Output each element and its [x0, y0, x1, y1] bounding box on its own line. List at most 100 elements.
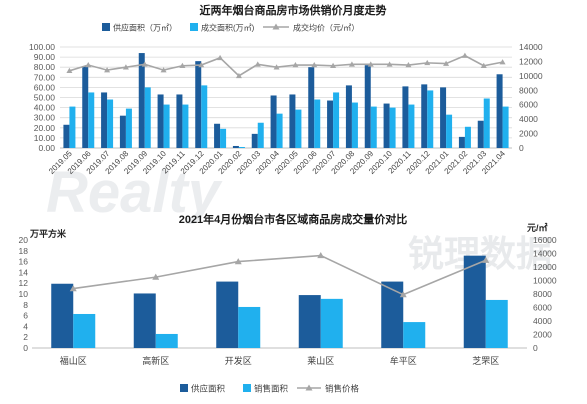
supply-bar — [458, 136, 465, 148]
price-marker — [482, 256, 490, 263]
y-left-tick-label: 70.00 — [34, 72, 56, 82]
price-marker — [273, 64, 280, 70]
price-marker — [66, 67, 73, 74]
transaction-bar — [333, 92, 340, 148]
y-left-tick-label: 50.00 — [34, 93, 56, 103]
transaction-bar — [238, 146, 245, 148]
price-marker — [292, 62, 299, 68]
price-marker — [217, 54, 224, 61]
price-marker — [461, 52, 468, 58]
legend-price-marker — [305, 384, 313, 391]
supply-bar — [477, 120, 484, 148]
price-line — [73, 254, 487, 296]
y-right-tick-label: 0 — [519, 143, 524, 153]
supply-bar — [133, 293, 156, 348]
transaction-bar — [295, 109, 302, 148]
sales-bar — [155, 333, 178, 348]
chart2-plot: 0246810121416182002000400060008000100001… — [19, 235, 557, 366]
y-right-tick-label: 14000 — [519, 42, 543, 52]
transaction-bar — [389, 107, 396, 148]
y-left-tick-label: 20 — [19, 235, 29, 245]
supply-bar — [298, 295, 321, 348]
y-right-tick-label: 10000 — [533, 276, 557, 286]
y-right-tick-label: 16000 — [533, 235, 557, 245]
y-right-tick-label: 8000 — [533, 289, 552, 299]
transaction-bar — [370, 106, 377, 148]
sales-bar — [403, 322, 426, 348]
transaction-bar — [408, 104, 415, 148]
supply-bar — [496, 74, 503, 148]
y-right-tick-label: 8000 — [519, 85, 538, 95]
y-left-tick-label: 8 — [23, 300, 28, 310]
legend-supply-label: 供应面积 — [191, 384, 226, 394]
supply-bar — [270, 95, 277, 148]
supply-bar — [195, 61, 202, 148]
supply-bar — [289, 94, 296, 148]
sales-bar — [485, 299, 508, 348]
transaction-bar — [276, 113, 283, 148]
legend-price-marker — [272, 23, 280, 30]
chart-monthly-trend: 近两年烟台商品房市场供销价月度走势 供应面积（万㎡） 成交面积(万㎡) 成交均价… — [29, 3, 543, 176]
transaction-bar — [201, 85, 208, 148]
price-marker — [443, 60, 450, 66]
legend-supply-swatch — [180, 384, 188, 392]
price-marker — [104, 67, 111, 73]
x-tick-label: 牟平区 — [390, 355, 417, 366]
price-marker — [85, 62, 92, 68]
supply-bar — [232, 145, 239, 148]
supply-bar — [364, 65, 371, 148]
chart1-legend: 供应面积（万㎡） 成交面积(万㎡) 成交均价（元/㎡） — [102, 23, 359, 33]
supply-bar — [402, 86, 409, 148]
chart2-left-axis-title: 万平方米 — [29, 228, 67, 239]
y-left-tick-label: 100.00 — [29, 42, 55, 52]
price-marker — [424, 59, 431, 66]
price-marker — [386, 61, 393, 67]
y-left-tick-label: 10.00 — [34, 133, 56, 143]
price-marker — [69, 285, 77, 292]
price-marker — [399, 291, 407, 298]
supply-bar — [119, 115, 126, 148]
supply-bar — [176, 94, 183, 148]
x-tick-label: 莱山区 — [307, 355, 334, 366]
transaction-bar — [69, 106, 76, 148]
supply-bar — [138, 53, 145, 149]
transaction-bar — [351, 102, 358, 148]
chart1-title: 近两年烟台商品房市场供销价月度走势 — [200, 3, 387, 17]
price-marker — [152, 273, 160, 280]
supply-bar — [51, 283, 74, 348]
y-right-tick-label: 4000 — [519, 114, 538, 124]
y-left-tick-label: 6 — [23, 311, 28, 321]
legend-sales-label: 销售面积 — [254, 384, 289, 394]
legend-price-label: 成交均价（元/㎡） — [293, 23, 359, 33]
x-tick-label: 福山区 — [60, 355, 87, 366]
transaction-bar — [314, 99, 321, 148]
transaction-bar — [88, 92, 95, 148]
supply-bar — [214, 123, 221, 148]
y-right-tick-label: 2000 — [533, 330, 552, 340]
chart2-legend: 供应面积 销售面积 销售价格 — [180, 384, 360, 394]
y-left-tick-label: 0 — [23, 343, 28, 353]
transaction-bar — [446, 114, 453, 148]
y-left-tick-label: 90.00 — [34, 52, 56, 62]
transaction-bar — [163, 104, 170, 148]
transaction-bar — [144, 87, 151, 148]
price-marker — [254, 61, 261, 67]
y-right-tick-label: 14000 — [533, 249, 557, 259]
y-right-tick-label: 12000 — [519, 56, 543, 66]
supply-bar — [327, 100, 334, 148]
y-left-tick-label: 16 — [19, 257, 29, 267]
supply-bar — [421, 84, 428, 148]
x-tick-label: 开发区 — [225, 355, 252, 366]
chart-district-comparison: 2021年4月份烟台市各区域商品房成交量价对比 万平方米 元/㎡ 0246810… — [19, 212, 557, 394]
supply-bar — [251, 133, 258, 148]
watermark: Realty 锐理数据 — [46, 160, 552, 274]
sales-bar — [320, 298, 343, 348]
price-marker — [160, 67, 167, 73]
transaction-bar — [502, 106, 509, 148]
price-marker — [311, 62, 318, 68]
y-left-tick-label: 12 — [19, 278, 29, 288]
price-marker — [234, 258, 242, 265]
chart2-right-axis-title: 元/㎡ — [527, 222, 548, 233]
price-marker — [499, 59, 506, 65]
